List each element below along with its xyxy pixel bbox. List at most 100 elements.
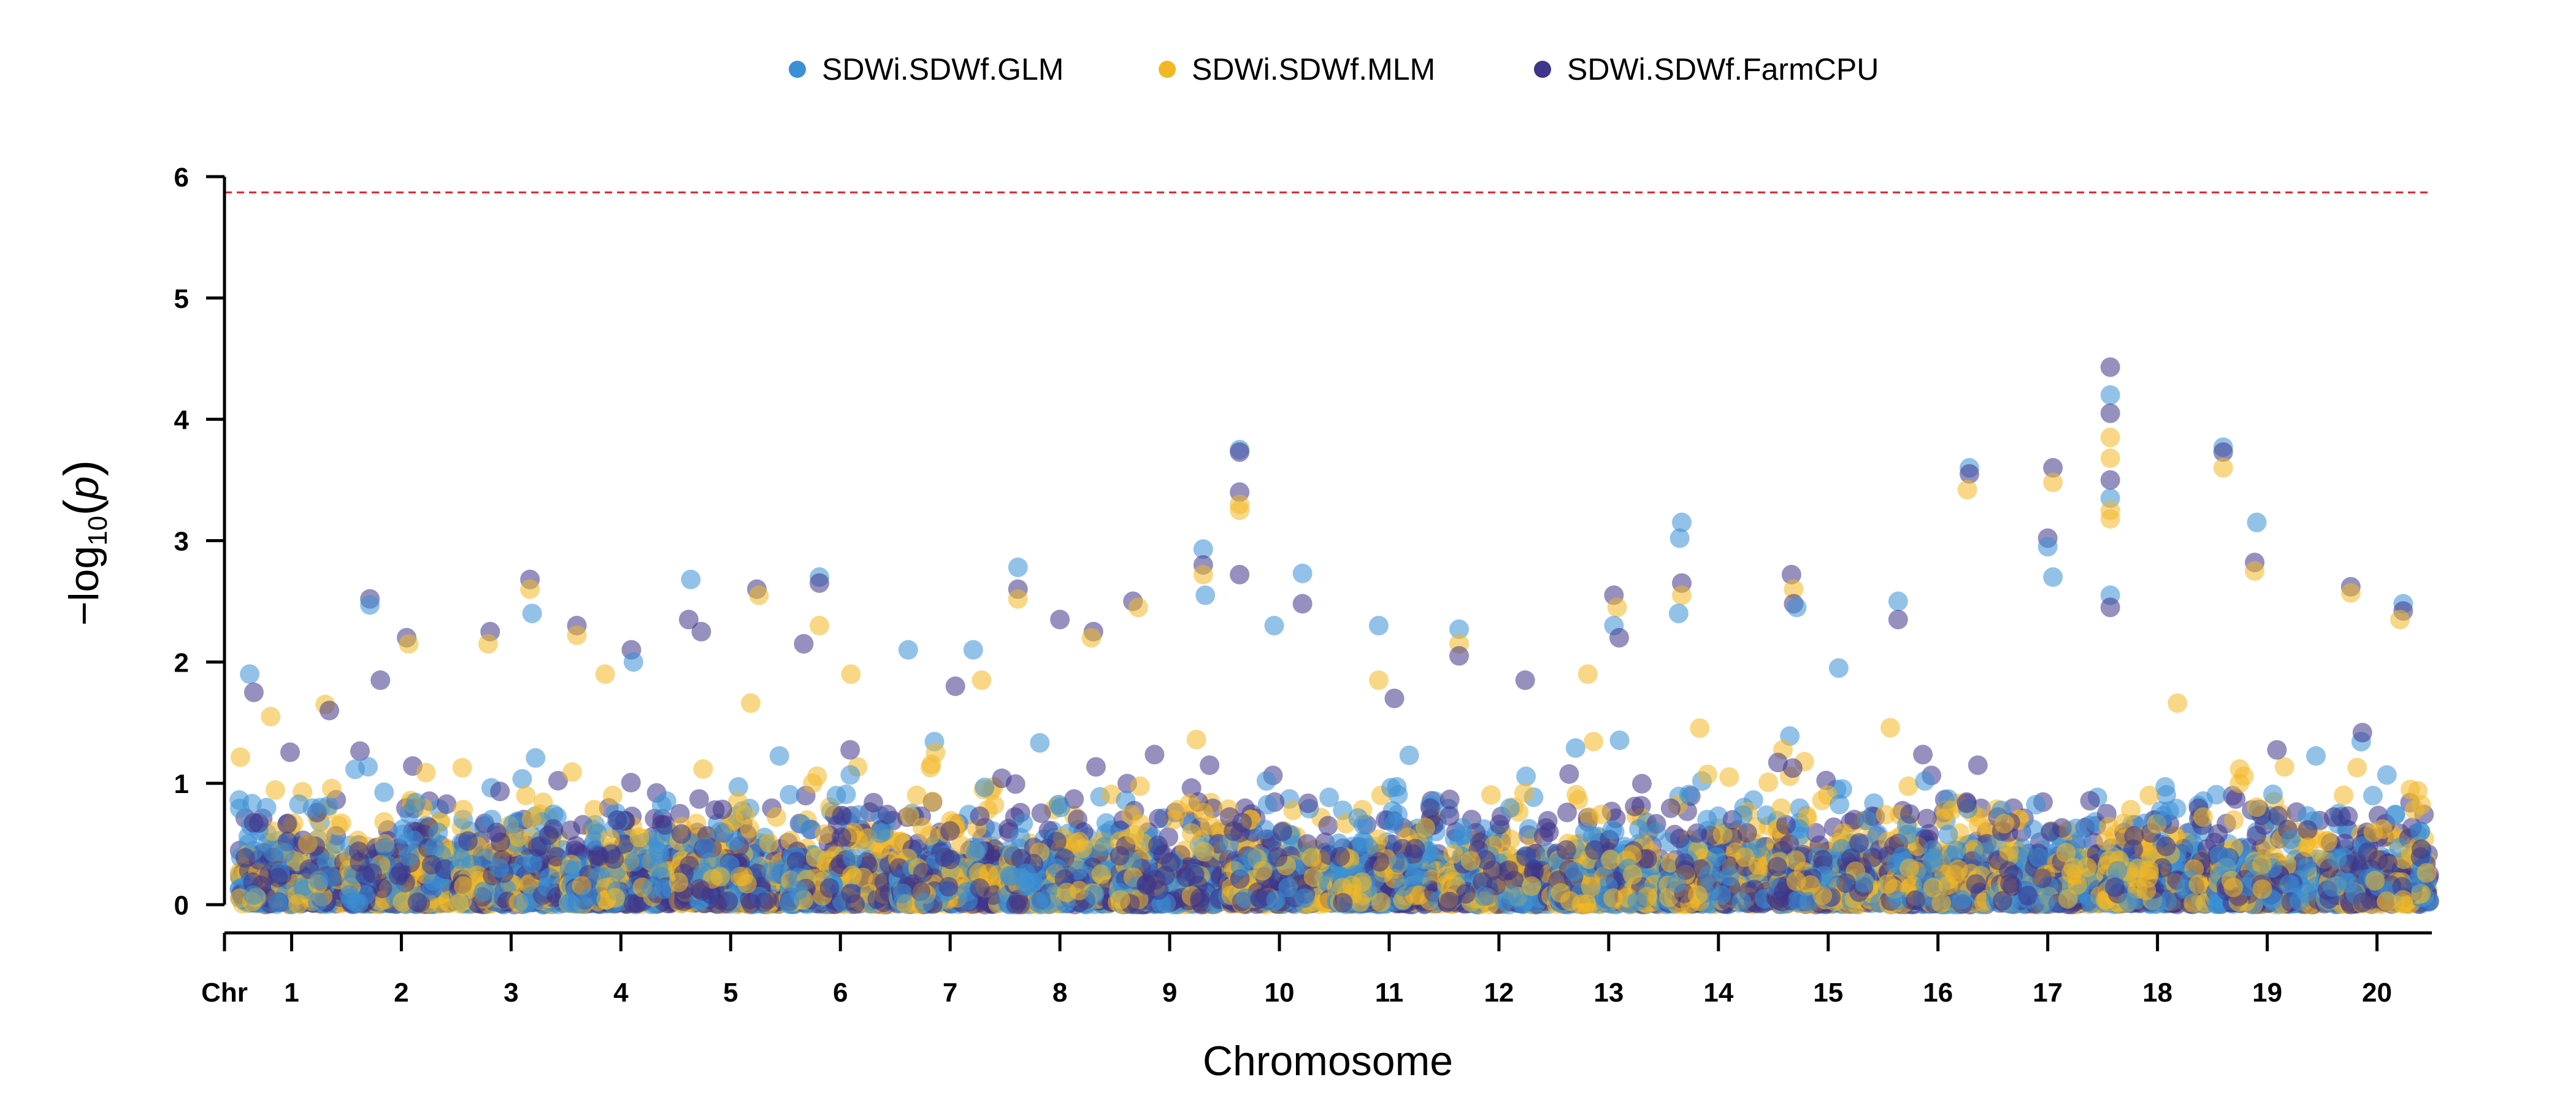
peak-point bbox=[972, 670, 992, 690]
data-point bbox=[393, 824, 413, 845]
data-point bbox=[710, 867, 730, 887]
data-point bbox=[328, 816, 348, 835]
data-point bbox=[689, 879, 710, 899]
data-point bbox=[1069, 832, 1089, 852]
data-point bbox=[374, 812, 394, 832]
data-point bbox=[584, 800, 604, 820]
data-point bbox=[1006, 894, 1026, 914]
peak-point bbox=[240, 664, 260, 684]
data-point bbox=[428, 822, 448, 843]
data-point bbox=[302, 798, 323, 818]
data-point bbox=[1181, 823, 1202, 843]
peak-point bbox=[261, 707, 281, 727]
legend-label-farmcpu: SDWi.SDWf.FarmCPU bbox=[1567, 52, 1879, 86]
data-point bbox=[938, 876, 959, 897]
data-point bbox=[1144, 745, 1165, 765]
data-point bbox=[805, 847, 826, 867]
peak-point bbox=[841, 664, 861, 684]
peak-point bbox=[360, 595, 380, 615]
data-point bbox=[651, 795, 672, 815]
data-point bbox=[669, 872, 689, 892]
data-point bbox=[922, 791, 943, 811]
data-point bbox=[1031, 803, 1051, 823]
data-point bbox=[693, 759, 713, 779]
data-point bbox=[318, 795, 339, 816]
legend: SDWi.SDWf.GLM SDWi.SDWf.MLM SDWi.SDWf.Fa… bbox=[789, 52, 1879, 86]
data-point bbox=[453, 800, 473, 819]
peak-point bbox=[810, 616, 829, 635]
data-point bbox=[243, 813, 264, 833]
data-point bbox=[1130, 776, 1150, 796]
data-point bbox=[843, 848, 863, 868]
data-point bbox=[374, 782, 394, 802]
data-point bbox=[350, 741, 370, 761]
data-point bbox=[605, 887, 626, 908]
data-point bbox=[229, 799, 250, 819]
data-point bbox=[449, 894, 469, 914]
data-point bbox=[603, 785, 623, 805]
peak-point bbox=[399, 634, 419, 654]
peak-point bbox=[595, 664, 615, 684]
data-point bbox=[235, 848, 255, 868]
data-point bbox=[624, 852, 645, 872]
data-point bbox=[815, 824, 835, 844]
data-point bbox=[803, 773, 822, 794]
data-point bbox=[840, 765, 861, 785]
data-point bbox=[1051, 797, 1071, 818]
data-points bbox=[229, 357, 2439, 914]
legend-label-mlm: SDWi.SDWf.MLM bbox=[1192, 52, 1435, 86]
data-point bbox=[1256, 771, 1276, 791]
data-point bbox=[526, 748, 546, 768]
data-point bbox=[265, 780, 285, 800]
data-point bbox=[421, 878, 442, 899]
data-point bbox=[321, 778, 342, 799]
data-point bbox=[268, 867, 288, 887]
data-point bbox=[965, 841, 986, 862]
data-point bbox=[870, 823, 891, 843]
peak-point bbox=[1008, 558, 1028, 577]
data-point bbox=[454, 876, 474, 896]
data-point bbox=[780, 892, 800, 913]
data-point bbox=[1194, 841, 1214, 862]
data-point bbox=[648, 858, 669, 878]
data-point bbox=[1298, 793, 1318, 813]
data-point bbox=[1200, 755, 1220, 775]
data-point bbox=[754, 892, 774, 913]
peak-point bbox=[478, 634, 498, 654]
peak-point bbox=[370, 670, 391, 690]
data-point bbox=[372, 878, 393, 899]
data-point bbox=[416, 762, 436, 783]
data-point bbox=[696, 837, 716, 857]
data-point bbox=[1016, 864, 1036, 883]
data-point bbox=[689, 789, 709, 809]
data-point bbox=[766, 807, 786, 827]
data-point bbox=[892, 883, 913, 903]
legend-label-glm: SDWi.SDWf.GLM bbox=[822, 52, 1064, 86]
data-point bbox=[1186, 729, 1206, 749]
data-point bbox=[1149, 808, 1169, 829]
legend-marker-farmcpu bbox=[1534, 61, 1551, 78]
data-point bbox=[921, 754, 941, 775]
data-point bbox=[516, 786, 536, 805]
data-point bbox=[581, 886, 601, 907]
data-point bbox=[718, 891, 738, 911]
data-point bbox=[1110, 890, 1130, 910]
data-point bbox=[671, 824, 691, 844]
peak-point bbox=[567, 625, 587, 645]
data-point bbox=[503, 814, 523, 834]
peak-point bbox=[1008, 589, 1028, 609]
data-point bbox=[1153, 845, 1173, 865]
data-point bbox=[490, 832, 510, 853]
data-point bbox=[1084, 885, 1104, 905]
data-point bbox=[513, 892, 533, 913]
data-point bbox=[826, 786, 846, 806]
data-point bbox=[1037, 889, 1057, 909]
data-point bbox=[543, 819, 564, 839]
peak-point bbox=[794, 634, 814, 654]
data-point bbox=[405, 792, 426, 813]
data-point bbox=[970, 806, 990, 826]
data-point bbox=[1124, 824, 1144, 845]
peak-point bbox=[1128, 597, 1148, 618]
peak-point bbox=[522, 604, 542, 624]
